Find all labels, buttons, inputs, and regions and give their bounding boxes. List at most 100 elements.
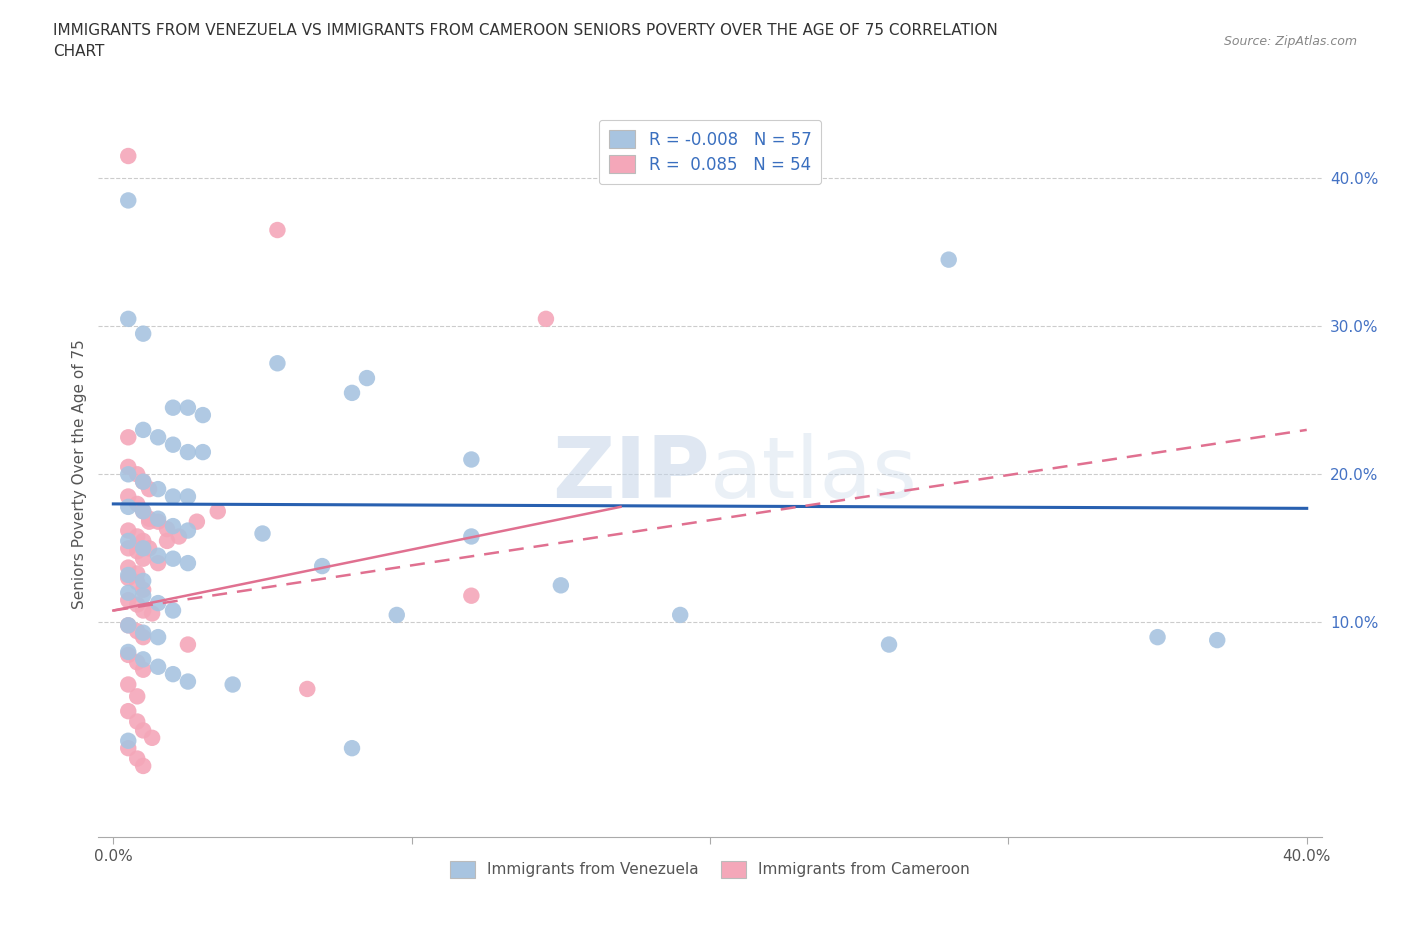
Point — [146, 549, 169, 564]
Point — [127, 575, 149, 590]
Point — [191, 407, 214, 422]
Point — [297, 682, 319, 697]
Point — [117, 541, 139, 556]
Point — [156, 534, 179, 549]
Point — [132, 582, 155, 597]
Point — [117, 430, 139, 445]
Point — [146, 630, 169, 644]
Point — [162, 551, 184, 566]
Point — [550, 578, 572, 592]
Point — [132, 625, 155, 640]
Point — [127, 714, 149, 729]
Point — [127, 467, 149, 482]
Point — [146, 482, 169, 497]
Point — [938, 252, 960, 267]
Point — [146, 430, 169, 445]
Point — [117, 534, 139, 549]
Point — [117, 704, 139, 719]
Point — [146, 556, 169, 571]
Point — [117, 677, 139, 692]
Point — [132, 474, 155, 489]
Point — [138, 514, 160, 529]
Point — [252, 526, 274, 541]
Point — [132, 504, 155, 519]
Point — [117, 644, 139, 659]
Point — [117, 567, 139, 582]
Point — [138, 512, 160, 526]
Point — [356, 371, 378, 386]
Point — [132, 504, 155, 519]
Point — [177, 637, 200, 652]
Point — [117, 740, 139, 755]
Point — [340, 740, 363, 755]
Point — [162, 437, 184, 452]
Point — [132, 574, 155, 589]
Point — [117, 585, 139, 600]
Point — [385, 607, 408, 622]
Point — [127, 624, 149, 639]
Point — [186, 514, 208, 529]
Point — [132, 603, 155, 618]
Point — [117, 618, 139, 632]
Text: ZIP: ZIP — [553, 432, 710, 516]
Text: Source: ZipAtlas.com: Source: ZipAtlas.com — [1223, 35, 1357, 48]
Point — [221, 677, 243, 692]
Text: IMMIGRANTS FROM VENEZUELA VS IMMIGRANTS FROM CAMEROON SENIORS POVERTY OVER THE A: IMMIGRANTS FROM VENEZUELA VS IMMIGRANTS … — [53, 23, 998, 60]
Point — [177, 556, 200, 571]
Point — [177, 674, 200, 689]
Point — [146, 595, 169, 610]
Point — [127, 529, 149, 544]
Point — [132, 630, 155, 644]
Point — [127, 655, 149, 670]
Point — [117, 193, 139, 208]
Point — [117, 149, 139, 164]
Point — [141, 606, 163, 621]
Legend: Immigrants from Venezuela, Immigrants from Cameroon: Immigrants from Venezuela, Immigrants fr… — [444, 855, 976, 884]
Point — [460, 589, 482, 604]
Point — [534, 312, 557, 326]
Point — [177, 445, 200, 459]
Text: atlas: atlas — [710, 432, 918, 516]
Point — [162, 489, 184, 504]
Point — [117, 734, 139, 749]
Point — [162, 400, 184, 415]
Point — [162, 603, 184, 618]
Point — [138, 541, 160, 556]
Point — [117, 312, 139, 326]
Point — [1206, 632, 1229, 647]
Point — [132, 474, 155, 489]
Point — [460, 529, 482, 544]
Point — [162, 519, 184, 534]
Point — [117, 647, 139, 662]
Point — [127, 751, 149, 766]
Point — [266, 222, 288, 237]
Point — [132, 551, 155, 566]
Point — [132, 759, 155, 774]
Point — [132, 326, 155, 341]
Point — [117, 570, 139, 585]
Point — [340, 385, 363, 400]
Point — [117, 618, 139, 632]
Point — [132, 652, 155, 667]
Point — [162, 667, 184, 682]
Point — [138, 482, 160, 497]
Point — [132, 589, 155, 604]
Point — [141, 730, 163, 745]
Point — [1146, 630, 1168, 644]
Point — [117, 467, 139, 482]
Point — [127, 597, 149, 612]
Point — [117, 459, 139, 474]
Point — [132, 541, 155, 556]
Point — [127, 566, 149, 581]
Point — [669, 607, 692, 622]
Point — [460, 452, 482, 467]
Point — [191, 445, 214, 459]
Point — [146, 514, 169, 529]
Point — [127, 544, 149, 559]
Point — [117, 489, 139, 504]
Point — [311, 559, 333, 574]
Point — [117, 560, 139, 575]
Point — [117, 592, 139, 607]
Point — [132, 723, 155, 737]
Point — [877, 637, 900, 652]
